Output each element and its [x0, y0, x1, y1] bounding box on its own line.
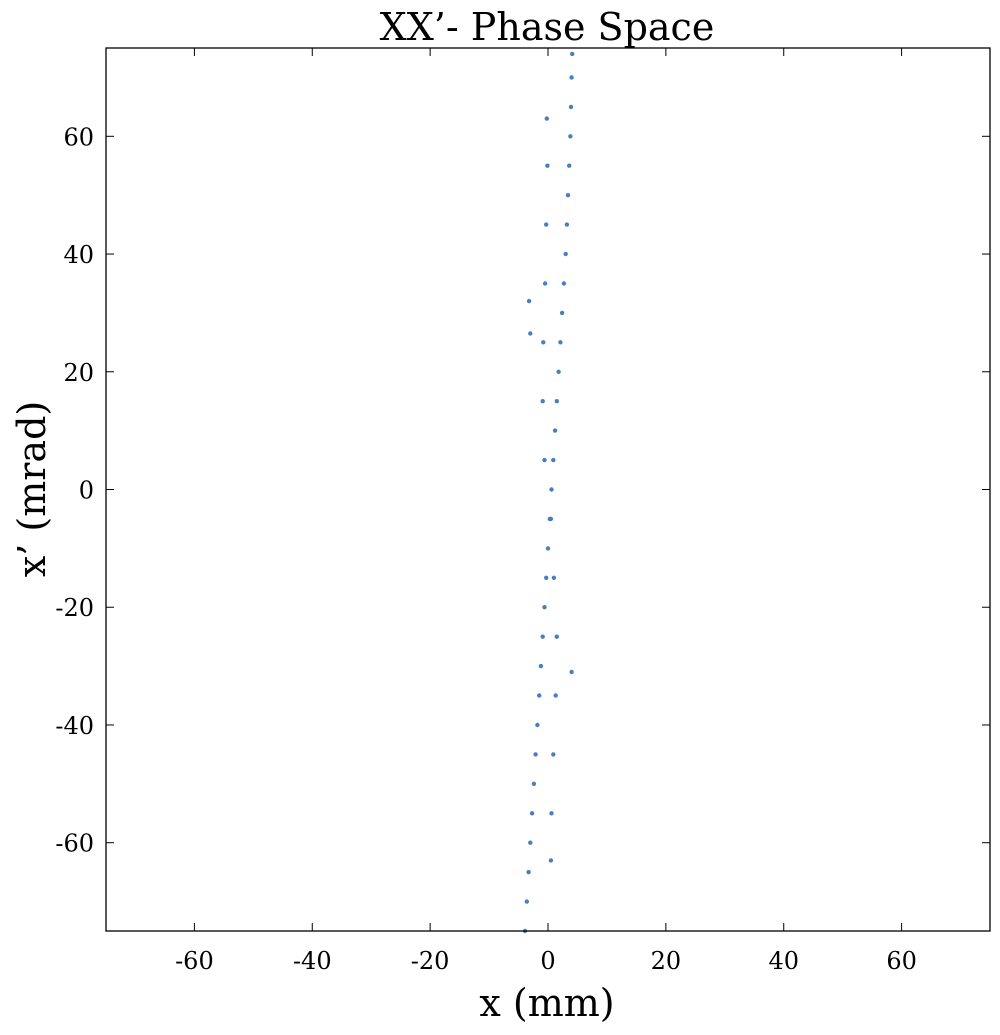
scatter-point: [542, 605, 547, 610]
scatter-point: [542, 457, 547, 463]
scatter-point: [544, 116, 549, 121]
scatter-point: [542, 281, 548, 286]
x-tick-label: 0: [540, 947, 555, 975]
scatter-point: [551, 457, 556, 463]
scatter-point: [526, 298, 532, 304]
scatter-point: [529, 811, 535, 816]
scatter-point: [559, 310, 565, 316]
scatter-point: [551, 575, 557, 580]
axis-ticks: -60 -40 -20 0 20 40 60 -60 -40 -20 0 20 40 60: [55, 48, 990, 975]
scatter-point: [528, 331, 533, 336]
scatter-point: [540, 399, 545, 404]
y-tick-label: 40: [63, 241, 94, 269]
scatter-point: [535, 722, 540, 728]
scatter-point: [569, 75, 574, 80]
scatter-point: [551, 752, 556, 757]
scatter-point: [563, 251, 568, 257]
scatter-point: [565, 193, 571, 198]
scatter-point: [548, 858, 554, 863]
x-tick-label: -40: [293, 947, 332, 975]
y-tick-label: 60: [63, 123, 94, 151]
y-tick-label: -60: [55, 830, 94, 858]
scatter-point: [524, 899, 529, 904]
scatter-point: [533, 752, 538, 757]
scatter-point: [552, 428, 558, 433]
scatter-point: [538, 663, 544, 669]
scatter-point: [537, 693, 542, 698]
scatter-point: [528, 840, 533, 845]
y-tick-label: 20: [63, 359, 94, 387]
scatter-point: [549, 811, 554, 816]
x-tick-label: 40: [768, 947, 799, 975]
scatter-point: [570, 51, 575, 57]
scatter-point: [556, 369, 561, 374]
scatter-point: [531, 781, 537, 786]
scatter-point: [544, 222, 549, 227]
x-tick-label: -20: [411, 947, 450, 975]
scatter-point: [568, 104, 574, 110]
scatter-point: [526, 869, 531, 875]
scatter-point: [561, 281, 567, 286]
y-tick-label: -40: [55, 712, 94, 740]
scatter-point: [567, 163, 572, 168]
y-axis-title: x’ (mrad): [10, 401, 54, 577]
scatter-point: [545, 163, 550, 168]
scatter-points: [522, 51, 575, 934]
y-tick-label: 0: [79, 477, 94, 505]
scatter-point: [548, 516, 554, 522]
x-axis-title: x (mm): [479, 981, 614, 1025]
scatter-point: [554, 399, 559, 404]
scatter-point: [549, 487, 554, 492]
y-tick-label: -20: [55, 594, 94, 622]
scatter-point: [558, 340, 563, 345]
scatter-point: [564, 222, 570, 227]
scatter-point: [544, 575, 549, 580]
scatter-point: [541, 340, 546, 345]
x-tick-label: 20: [651, 947, 682, 975]
scatter-point: [545, 546, 551, 551]
scatter-point: [554, 634, 559, 639]
scatter-point: [540, 634, 545, 639]
x-tick-label: -60: [175, 947, 214, 975]
scatter-point: [569, 669, 574, 675]
chart-title: XX’- Phase Space: [380, 5, 715, 49]
plot-frame: [105, 47, 991, 932]
scatter-point: [553, 693, 558, 698]
x-tick-label: 60: [886, 947, 917, 975]
scatter-point: [568, 134, 573, 139]
